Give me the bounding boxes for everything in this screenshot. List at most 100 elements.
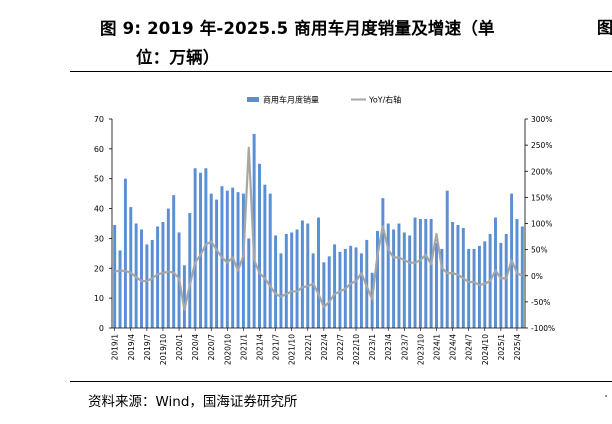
bar <box>274 235 278 328</box>
figure-title: 图 9: 2019 年-2025.5 商用车月度销量及增速（单 位：万辆） <box>100 14 570 72</box>
bar <box>199 172 202 328</box>
x-tick-label: 2023/10 <box>416 334 425 365</box>
x-tick-label: 2021/4 <box>256 334 265 361</box>
source-note: 资料来源：Wind，国海证券研究所 <box>88 394 298 410</box>
bar <box>338 251 342 328</box>
bar <box>215 199 219 328</box>
y-tick-label: 0 <box>99 324 104 333</box>
x-tick-label: 2019/7 <box>143 334 152 361</box>
clipped-adjacent-text: 图 <box>597 18 612 36</box>
bar <box>520 226 524 328</box>
x-tick-label: 2020/7 <box>207 334 216 361</box>
legend-line-label: YoY/右轴 <box>368 95 401 105</box>
bar <box>311 253 315 328</box>
bar <box>166 208 170 328</box>
figure-title-line1: 图 9: 2019 年-2025.5 商用车月度销量及增速（单 <box>100 19 495 38</box>
bar <box>263 184 267 328</box>
figure-title-line2: 位：万辆） <box>136 48 220 67</box>
bar <box>435 242 438 328</box>
x-tick-label: 2023/7 <box>400 334 409 361</box>
bar <box>354 247 358 328</box>
clipped-adjacent-text-bottom: · <box>604 390 609 405</box>
bar <box>440 248 444 328</box>
x-tick-label: 2025/1 <box>497 334 506 361</box>
bar <box>113 224 117 328</box>
bar <box>204 168 208 328</box>
bar <box>451 222 455 328</box>
x-tick-label: 2022/7 <box>336 334 345 361</box>
bar <box>295 229 299 328</box>
bar <box>456 224 460 328</box>
bar <box>247 238 251 328</box>
bar <box>322 262 326 328</box>
bar <box>193 168 197 328</box>
y2-tick-label: -100% <box>531 324 555 333</box>
x-tick-label: 2021/1 <box>239 334 248 361</box>
y2-tick-label: -50% <box>531 298 550 307</box>
bar <box>118 250 122 328</box>
bar <box>290 232 294 328</box>
bar <box>499 242 503 328</box>
bar <box>477 245 481 328</box>
bar <box>333 244 337 328</box>
y-tick-labels: 0 10 20 30 40 50 60 70 <box>94 115 104 333</box>
x-tick-label: 2021/10 <box>288 334 297 365</box>
x-tick-label: 2020/1 <box>175 334 184 361</box>
bar <box>397 223 401 328</box>
bar <box>161 222 165 328</box>
y2-tick-labels: -100% -50% 0% 50% 100% 150% 200% 250% 300% <box>531 115 555 333</box>
bar <box>252 133 256 328</box>
x-tick-label: 2022/10 <box>352 334 361 365</box>
yoy-line-group <box>114 146 523 311</box>
y-tick-label: 70 <box>94 115 104 124</box>
bar <box>504 233 508 328</box>
x-tick-label: 2020/4 <box>191 334 200 361</box>
x-tick-label: 2025/4 <box>513 334 522 361</box>
bar <box>236 192 240 328</box>
bar <box>225 190 229 328</box>
bar <box>408 235 412 328</box>
bar <box>156 226 160 328</box>
y2-tick-label: 50% <box>531 246 548 255</box>
bars-group <box>113 133 524 328</box>
bar <box>429 219 433 328</box>
bar <box>424 219 428 328</box>
y2-tick-label: 250% <box>531 141 552 150</box>
x-tick-label: 2019/4 <box>127 334 136 361</box>
y-tick-label: 10 <box>94 294 104 303</box>
legend-bar-swatch <box>247 97 259 102</box>
x-tick-labels: 2019/1 2019/4 2019/7 2019/10 2020/1 2020/4 202… <box>111 334 522 365</box>
bar <box>370 272 374 328</box>
bar <box>445 190 449 328</box>
x-tick-label: 2021/7 <box>272 334 281 361</box>
bar <box>418 219 422 328</box>
bar <box>241 193 245 328</box>
x-tick-label: 2022/4 <box>320 334 329 361</box>
y2-tick-label: 150% <box>531 193 552 202</box>
bar <box>172 195 176 328</box>
bar <box>284 233 288 328</box>
x-tick-label: 2019/1 <box>111 334 120 361</box>
x-tick-label: 2024/7 <box>465 334 474 361</box>
bar <box>472 248 476 328</box>
y-tick-label: 20 <box>94 264 104 273</box>
bar <box>134 223 138 328</box>
bar <box>392 229 396 328</box>
y-tick-label: 60 <box>94 145 104 154</box>
bar <box>150 239 154 328</box>
bar <box>386 223 390 328</box>
bar <box>300 220 304 328</box>
x-tick-label: 2020/10 <box>223 334 232 365</box>
bar <box>467 248 471 328</box>
bar <box>268 193 272 328</box>
bar <box>306 223 310 328</box>
bar <box>376 230 379 328</box>
legend: 商用车月度销量 YoY/右轴 <box>247 95 401 105</box>
axes-group <box>109 118 528 331</box>
legend-bar-label: 商用车月度销量 <box>263 95 319 105</box>
bar <box>182 265 186 328</box>
bar <box>258 163 261 328</box>
x-tick-label: 2024/1 <box>433 334 442 361</box>
bar <box>349 245 353 328</box>
bar <box>279 253 283 328</box>
